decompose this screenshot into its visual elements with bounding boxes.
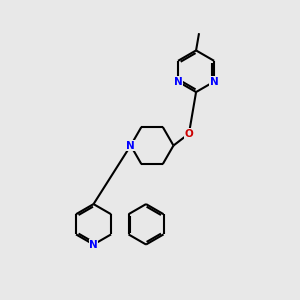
- Text: N: N: [89, 239, 98, 250]
- Text: N: N: [126, 140, 135, 151]
- Text: N: N: [210, 76, 218, 87]
- Text: N: N: [174, 76, 182, 87]
- Text: O: O: [184, 129, 193, 139]
